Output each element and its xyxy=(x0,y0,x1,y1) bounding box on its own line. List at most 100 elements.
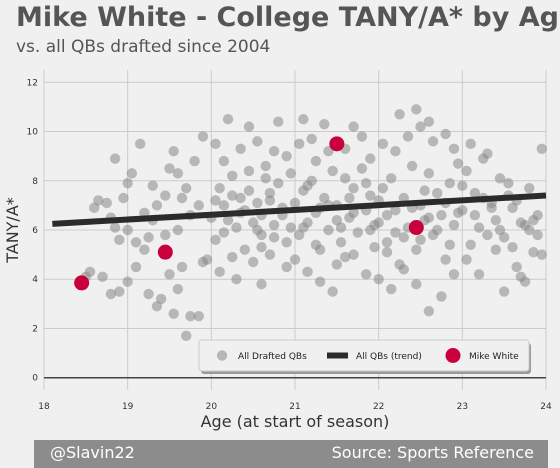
drafted-qb-point xyxy=(143,232,154,243)
drafted-qb-point xyxy=(176,192,188,204)
drafted-qb-point xyxy=(302,180,313,191)
drafted-qb-point xyxy=(494,173,506,184)
drafted-qb-point xyxy=(293,138,305,150)
drafted-qb-point xyxy=(515,271,527,282)
drafted-qb-point xyxy=(381,210,393,221)
drafted-qb-point xyxy=(319,118,330,130)
drafted-qb-point xyxy=(356,131,368,142)
drafted-qb-point xyxy=(218,227,230,238)
drafted-qb-point xyxy=(524,182,535,194)
drafted-qb-point xyxy=(268,219,280,231)
drafted-qb-point xyxy=(340,251,351,263)
x-tick-label: 21 xyxy=(289,402,300,412)
mike-white-point xyxy=(329,136,345,152)
drafted-qb-point xyxy=(335,237,347,248)
drafted-qb-point xyxy=(109,153,121,164)
drafted-qb-point xyxy=(469,210,481,221)
drafted-qb-point xyxy=(473,222,485,233)
legend-label-mike-white: Mike White xyxy=(469,352,519,362)
drafted-qb-point xyxy=(181,182,192,194)
drafted-qb-point xyxy=(498,286,510,297)
drafted-qb-point xyxy=(528,214,539,226)
drafted-qb-point xyxy=(210,138,221,150)
drafted-qb-point xyxy=(390,146,401,157)
legend-label-drafted: All Drafted QBs xyxy=(238,352,307,362)
drafted-qb-point xyxy=(252,224,263,236)
drafted-qb-point xyxy=(482,229,493,241)
drafted-qb-point xyxy=(227,170,238,182)
drafted-qb-point xyxy=(377,182,389,194)
footer-source: Source: Sports Reference xyxy=(331,443,534,462)
drafted-qb-point xyxy=(360,269,372,280)
drafted-qb-point xyxy=(264,195,276,206)
drafted-qb-point xyxy=(84,266,96,278)
drafted-qb-point xyxy=(536,249,548,260)
drafted-qb-point xyxy=(243,121,255,132)
drafted-qb-point xyxy=(298,114,309,125)
drafted-qb-point xyxy=(168,308,179,319)
drafted-qb-point xyxy=(197,131,209,142)
mike-white-points xyxy=(74,136,424,291)
chart-title: Mike White - College TANY/A* by Age xyxy=(16,2,560,33)
drafted-qb-point xyxy=(189,155,200,167)
drafted-qb-point xyxy=(126,168,138,179)
drafted-qb-point xyxy=(448,143,460,154)
drafted-qb-point xyxy=(143,288,154,300)
drafted-qb-point xyxy=(448,219,460,231)
y-tick-label: 8 xyxy=(32,177,38,187)
drafted-qb-point xyxy=(97,271,108,282)
drafted-qb-point xyxy=(348,249,359,260)
drafted-qb-point xyxy=(172,168,184,179)
drafted-qb-point xyxy=(327,165,338,177)
x-tick-label: 20 xyxy=(206,402,218,412)
drafted-qb-point xyxy=(210,234,221,246)
drafted-qb-point xyxy=(298,222,309,233)
footer-bar: @Slavin22 Source: Sports Reference xyxy=(34,440,548,468)
drafted-qb-point xyxy=(398,232,409,243)
drafted-qb-point xyxy=(256,278,267,290)
drafted-qb-point xyxy=(268,146,280,157)
drafted-qb-point xyxy=(469,187,481,199)
drafted-qb-point xyxy=(214,266,225,278)
drafted-qb-point xyxy=(160,229,171,241)
drafted-qb-point xyxy=(122,276,133,287)
drafted-qb-point xyxy=(473,269,485,280)
drafted-qb-point xyxy=(411,278,422,290)
drafted-qb-point xyxy=(432,187,443,199)
chart-subtitle: vs. all QBs drafted since 2004 xyxy=(16,37,271,57)
drafted-qb-point xyxy=(348,207,359,218)
drafted-qb-point xyxy=(423,306,435,317)
drafted-qb-point xyxy=(172,224,184,236)
drafted-qb-point xyxy=(411,104,422,115)
drafted-qb-point xyxy=(218,200,230,211)
drafted-qb-point xyxy=(185,310,196,322)
drafted-qb-point xyxy=(222,214,234,226)
drafted-qb-point xyxy=(289,197,301,209)
drafted-qb-point xyxy=(176,261,188,273)
drafted-qb-point xyxy=(390,227,401,238)
drafted-qb-point xyxy=(344,192,355,204)
drafted-qb-point xyxy=(239,244,250,255)
drafted-qb-point xyxy=(511,261,522,273)
drafted-qb-point xyxy=(390,205,401,216)
drafted-qb-point xyxy=(105,288,117,300)
drafted-qb-point xyxy=(164,269,175,280)
drafted-qb-point xyxy=(252,136,263,147)
drafted-qb-point xyxy=(252,197,263,209)
drafted-qb-point xyxy=(427,136,439,147)
drafted-qb-point xyxy=(365,153,376,164)
drafted-qb-point xyxy=(151,200,163,211)
drafted-qb-points xyxy=(80,104,548,342)
drafted-qb-point xyxy=(218,155,230,167)
footer-handle: @Slavin22 xyxy=(50,443,135,462)
drafted-qb-point xyxy=(490,244,501,255)
legend-drafted-marker xyxy=(216,350,228,361)
y-tick-label: 6 xyxy=(32,226,38,236)
drafted-qb-point xyxy=(130,261,142,273)
drafted-qb-point xyxy=(122,178,133,189)
drafted-qb-point xyxy=(411,244,422,255)
drafted-qb-point xyxy=(109,222,121,233)
legend: All Drafted QBs All QBs (trend) Mike White xyxy=(198,339,531,374)
drafted-qb-point xyxy=(419,185,430,196)
